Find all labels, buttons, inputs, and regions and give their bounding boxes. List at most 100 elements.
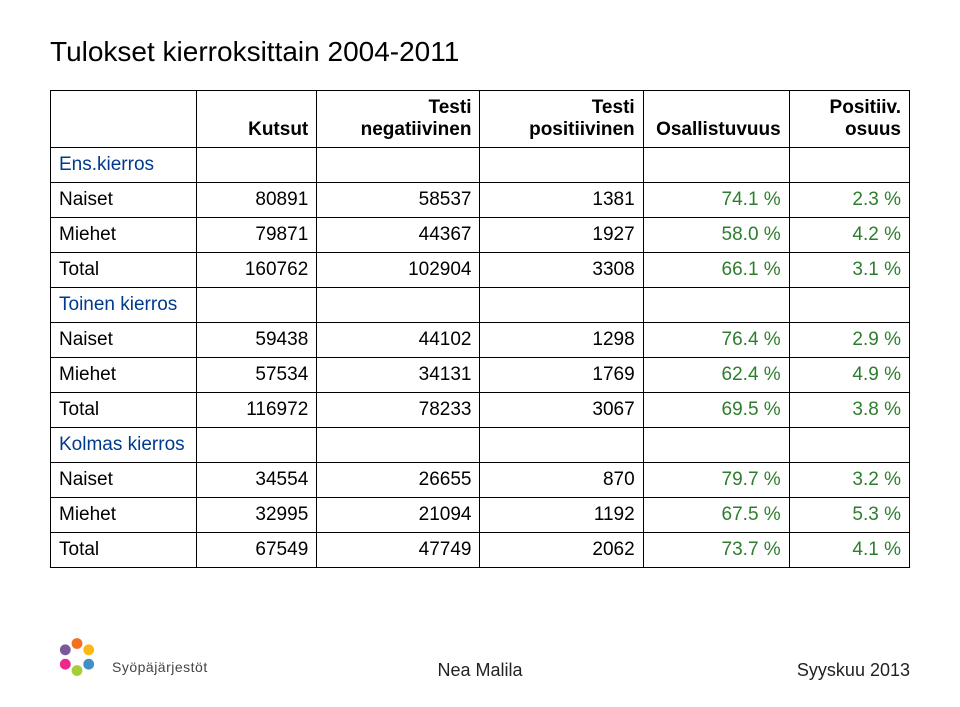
cell-neg: 58537 bbox=[317, 183, 480, 218]
row-label: Miehet bbox=[51, 498, 197, 533]
section-label-row: Toinen kierros bbox=[51, 288, 910, 323]
cell-pos: 1192 bbox=[480, 498, 643, 533]
cell-osall: 62.4 % bbox=[643, 358, 789, 393]
cell-neg: 78233 bbox=[317, 393, 480, 428]
section-label: Ens.kierros bbox=[51, 148, 197, 183]
cell-osall: 67.5 % bbox=[643, 498, 789, 533]
cell-neg: 34131 bbox=[317, 358, 480, 393]
row-label: Naiset bbox=[51, 323, 197, 358]
section-label-row: Kolmas kierros bbox=[51, 428, 910, 463]
cell-pos: 2062 bbox=[480, 533, 643, 568]
author-name: Nea Malila bbox=[437, 660, 522, 681]
col-head-osall: Osallistuvuus bbox=[643, 91, 789, 148]
row-label: Naiset bbox=[51, 463, 197, 498]
cell-osall: 76.4 % bbox=[643, 323, 789, 358]
col-head-neg: Testi negatiivinen bbox=[317, 91, 480, 148]
row-label: Naiset bbox=[51, 183, 197, 218]
empty-cell bbox=[643, 288, 789, 323]
empty-cell bbox=[317, 288, 480, 323]
page-title: Tulokset kierroksittain 2004-2011 bbox=[50, 36, 910, 68]
table-body: Ens.kierrosNaiset8089158537138174.1 %2.3… bbox=[51, 148, 910, 568]
cell-osall: 74.1 % bbox=[643, 183, 789, 218]
cell-osall: 79.7 % bbox=[643, 463, 789, 498]
slide: Tulokset kierroksittain 2004-2011 Kutsut… bbox=[0, 0, 960, 707]
table-row: Naiset8089158537138174.1 %2.3 % bbox=[51, 183, 910, 218]
col-head-pos: Testi positiivinen bbox=[480, 91, 643, 148]
section-label: Kolmas kierros bbox=[51, 428, 197, 463]
empty-cell bbox=[197, 288, 317, 323]
table-row: Total160762102904330866.1 %3.1 % bbox=[51, 253, 910, 288]
cell-kutsut: 79871 bbox=[197, 218, 317, 253]
results-table: Kutsut Testi negatiivinen Testi positiiv… bbox=[50, 90, 910, 568]
table-row: Total6754947749206273.7 %4.1 % bbox=[51, 533, 910, 568]
row-label: Total bbox=[51, 393, 197, 428]
cell-osall: 69.5 % bbox=[643, 393, 789, 428]
empty-cell bbox=[480, 428, 643, 463]
cell-neg: 26655 bbox=[317, 463, 480, 498]
cell-pos: 1298 bbox=[480, 323, 643, 358]
cell-posuus: 5.3 % bbox=[789, 498, 909, 533]
cell-posuus: 4.9 % bbox=[789, 358, 909, 393]
cell-neg: 44367 bbox=[317, 218, 480, 253]
cell-kutsut: 67549 bbox=[197, 533, 317, 568]
table-row: Naiset345542665587079.7 %3.2 % bbox=[51, 463, 910, 498]
cell-neg: 21094 bbox=[317, 498, 480, 533]
empty-cell bbox=[789, 148, 909, 183]
cell-pos: 870 bbox=[480, 463, 643, 498]
cell-pos: 1927 bbox=[480, 218, 643, 253]
cell-neg: 102904 bbox=[317, 253, 480, 288]
empty-cell bbox=[317, 428, 480, 463]
cell-pos: 1769 bbox=[480, 358, 643, 393]
org-name: Syöpäjärjestöt bbox=[112, 659, 208, 675]
cell-posuus: 4.1 % bbox=[789, 533, 909, 568]
col-head-kutsut: Kutsut bbox=[197, 91, 317, 148]
row-label: Total bbox=[51, 253, 197, 288]
table-row: Miehet7987144367192758.0 %4.2 % bbox=[51, 218, 910, 253]
cell-osall: 66.1 % bbox=[643, 253, 789, 288]
cell-posuus: 4.2 % bbox=[789, 218, 909, 253]
cell-osall: 73.7 % bbox=[643, 533, 789, 568]
cell-posuus: 3.8 % bbox=[789, 393, 909, 428]
cell-kutsut: 32995 bbox=[197, 498, 317, 533]
cell-pos: 3308 bbox=[480, 253, 643, 288]
cell-kutsut: 57534 bbox=[197, 358, 317, 393]
cell-posuus: 2.9 % bbox=[789, 323, 909, 358]
footer: Syöpäjärjestöt Nea Malila Syyskuu 2013 bbox=[0, 629, 960, 689]
row-label: Total bbox=[51, 533, 197, 568]
table-row: Miehet3299521094119267.5 %5.3 % bbox=[51, 498, 910, 533]
col-head-blank bbox=[51, 91, 197, 148]
row-label: Miehet bbox=[51, 358, 197, 393]
cell-osall: 58.0 % bbox=[643, 218, 789, 253]
cell-kutsut: 116972 bbox=[197, 393, 317, 428]
table-row: Naiset5943844102129876.4 %2.9 % bbox=[51, 323, 910, 358]
table-row: Miehet5753434131176962.4 %4.9 % bbox=[51, 358, 910, 393]
cell-kutsut: 59438 bbox=[197, 323, 317, 358]
cell-neg: 44102 bbox=[317, 323, 480, 358]
cell-pos: 1381 bbox=[480, 183, 643, 218]
section-label: Toinen kierros bbox=[51, 288, 197, 323]
empty-cell bbox=[317, 148, 480, 183]
empty-cell bbox=[480, 148, 643, 183]
empty-cell bbox=[643, 428, 789, 463]
empty-cell bbox=[480, 288, 643, 323]
section-label-row: Ens.kierros bbox=[51, 148, 910, 183]
cell-kutsut: 34554 bbox=[197, 463, 317, 498]
cell-neg: 47749 bbox=[317, 533, 480, 568]
col-head-posuus: Positiiv. osuus bbox=[789, 91, 909, 148]
cell-posuus: 3.2 % bbox=[789, 463, 909, 498]
cell-posuus: 3.1 % bbox=[789, 253, 909, 288]
flower-icon bbox=[50, 630, 104, 684]
empty-cell bbox=[643, 148, 789, 183]
table-header-row: Kutsut Testi negatiivinen Testi positiiv… bbox=[51, 91, 910, 148]
cell-pos: 3067 bbox=[480, 393, 643, 428]
empty-cell bbox=[197, 148, 317, 183]
org-logo bbox=[50, 630, 104, 689]
cell-posuus: 2.3 % bbox=[789, 183, 909, 218]
empty-cell bbox=[197, 428, 317, 463]
cell-kutsut: 160762 bbox=[197, 253, 317, 288]
cell-kutsut: 80891 bbox=[197, 183, 317, 218]
row-label: Miehet bbox=[51, 218, 197, 253]
empty-cell bbox=[789, 428, 909, 463]
footer-date: Syyskuu 2013 bbox=[797, 660, 910, 681]
empty-cell bbox=[789, 288, 909, 323]
